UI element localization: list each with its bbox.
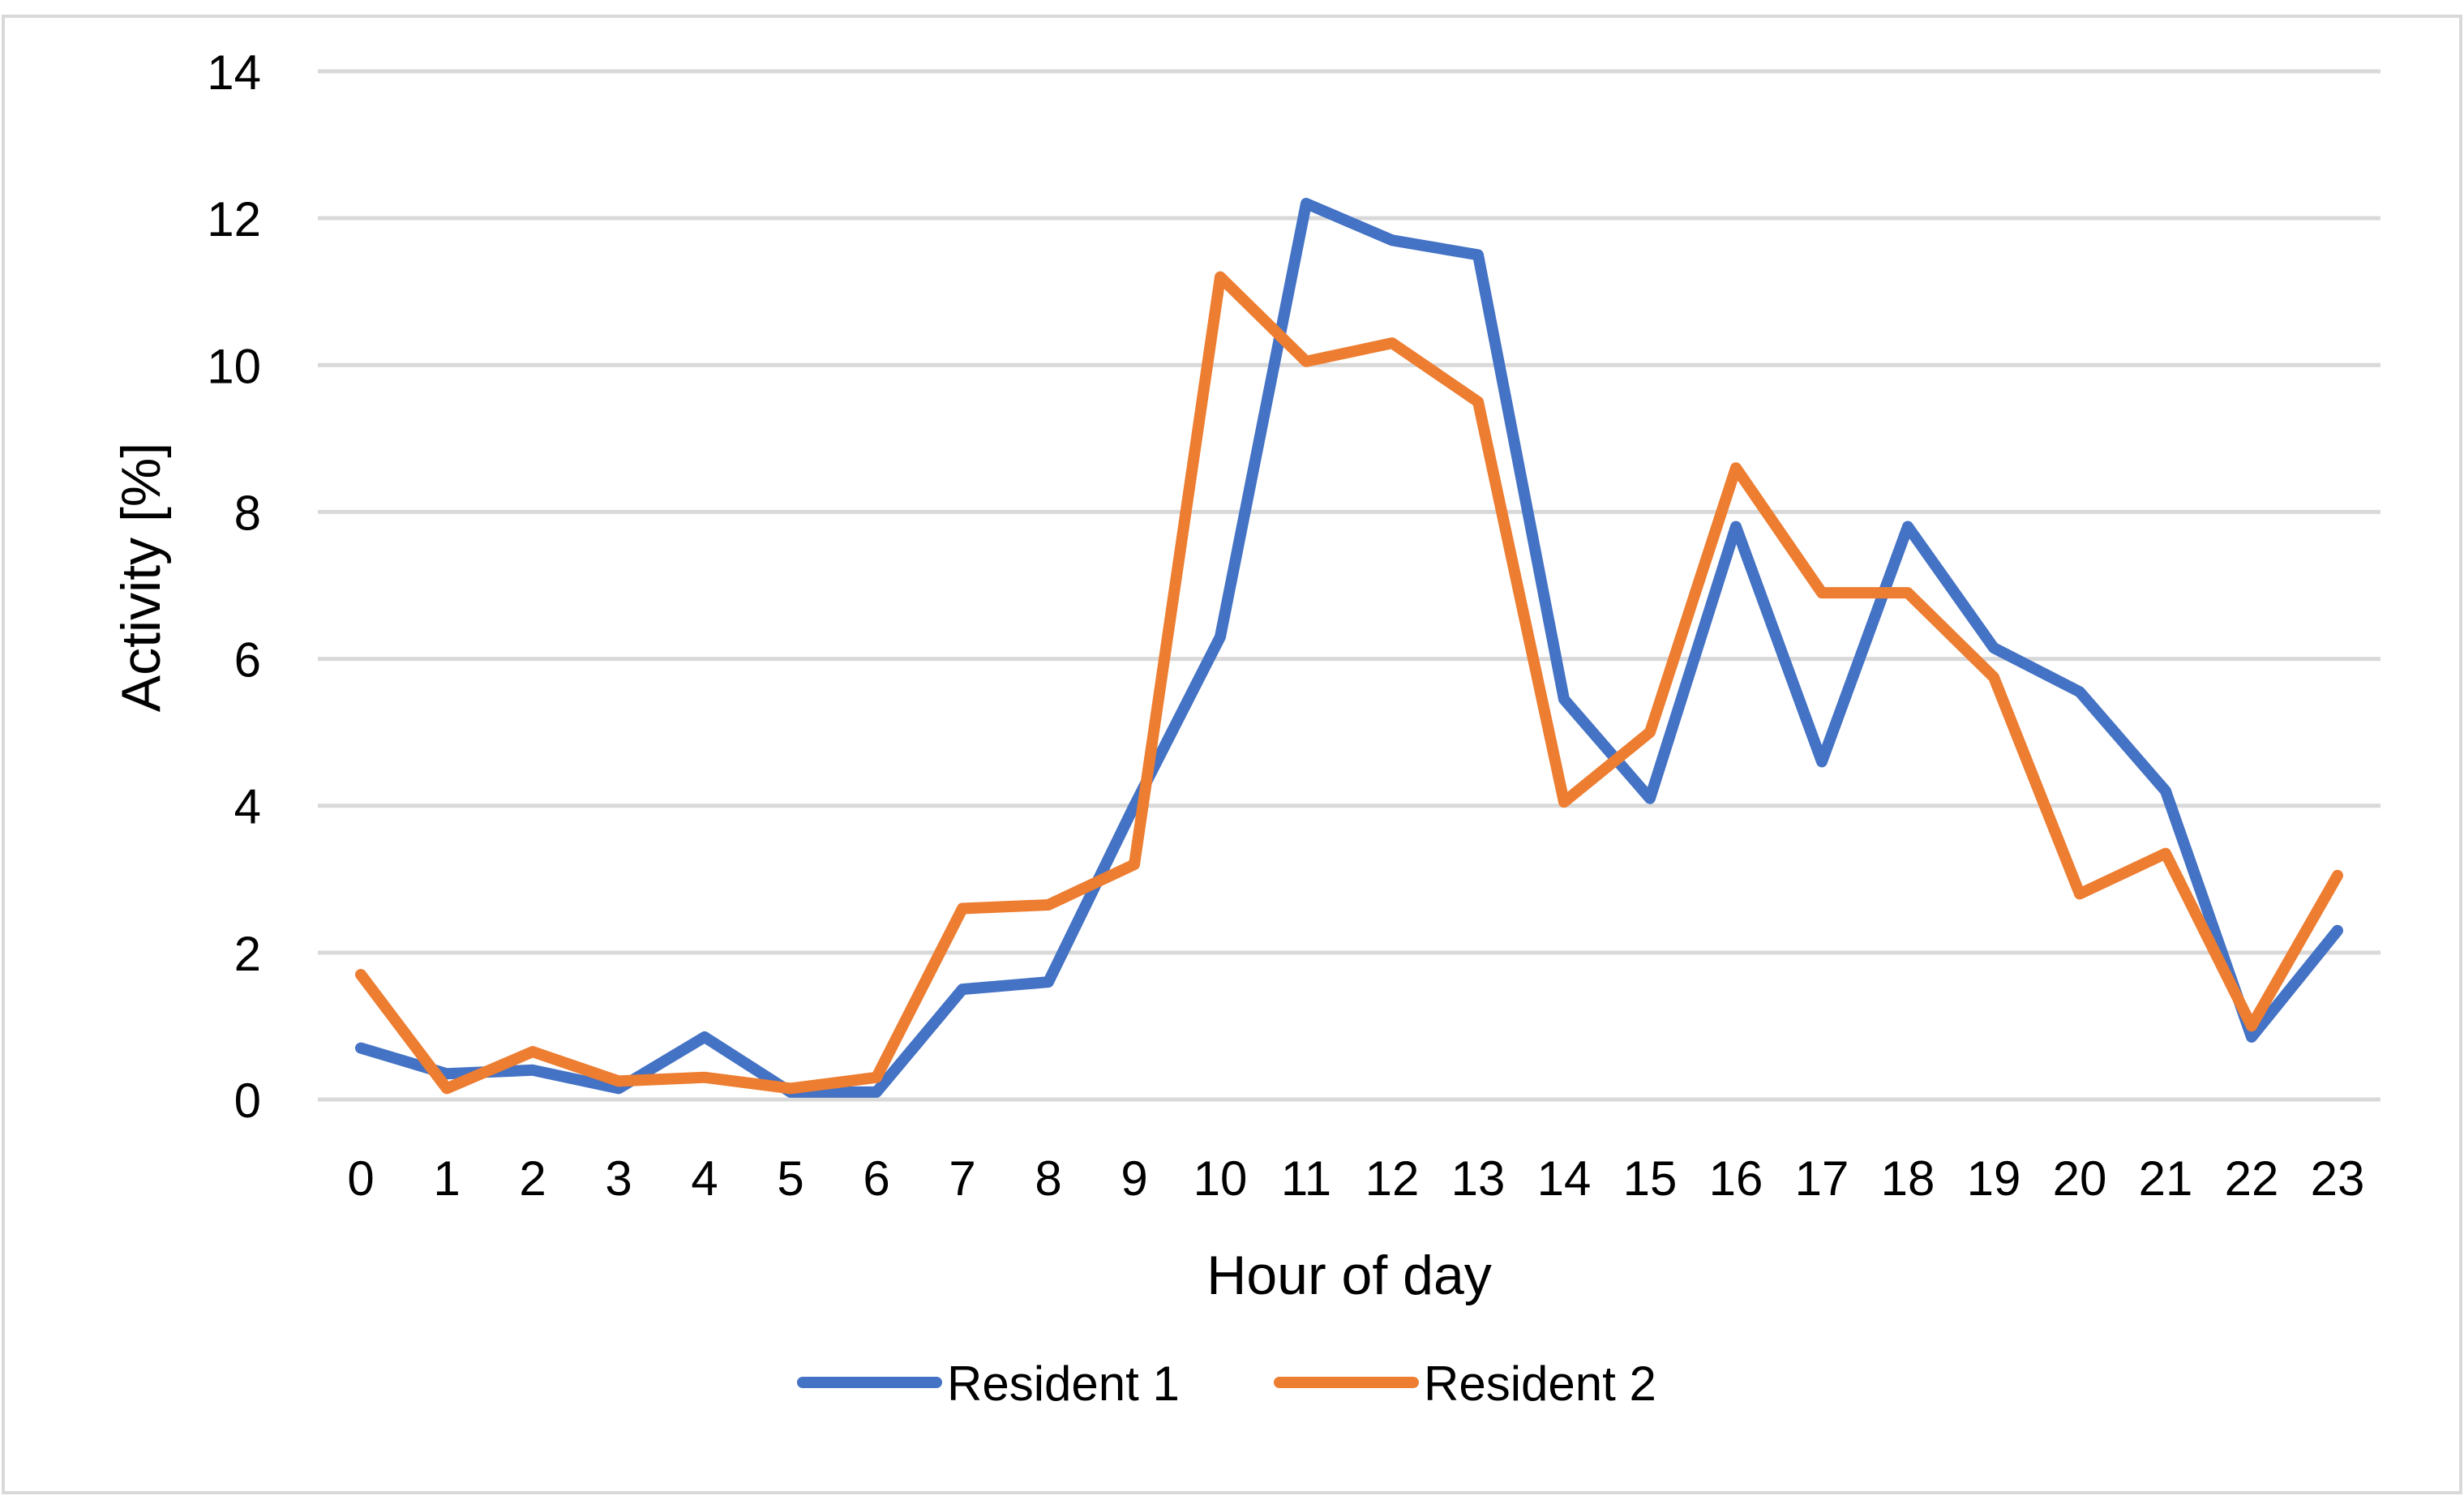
x-tick-label: 2 bbox=[519, 1151, 546, 1206]
x-tick-label: 5 bbox=[777, 1151, 803, 1206]
legend-label-2: Resident 2 bbox=[1424, 1356, 1656, 1411]
x-tick-label: 19 bbox=[1967, 1151, 2021, 1206]
x-tick-label: 15 bbox=[1623, 1151, 1678, 1206]
y-tick-label: 10 bbox=[207, 339, 261, 393]
x-tick-label: 23 bbox=[2311, 1151, 2365, 1206]
x-tick-label: 10 bbox=[1193, 1151, 1248, 1206]
x-tick-label: 12 bbox=[1365, 1151, 1420, 1206]
y-tick-label: 4 bbox=[234, 780, 261, 834]
x-tick-label: 13 bbox=[1451, 1151, 1506, 1206]
series-line-1 bbox=[355, 198, 2343, 1098]
y-tick-label: 12 bbox=[207, 192, 261, 246]
series-line-2 bbox=[355, 271, 2343, 1095]
y-axis-label: Activity [%] bbox=[110, 443, 172, 713]
x-tick-label: 8 bbox=[1035, 1151, 1061, 1206]
y-tick-label: 6 bbox=[234, 633, 261, 688]
x-tick-labels: 0 1 2 3 4 5 6 7 8 9 10 11 12 13 14 15 16 17 18 19 20 21 22 23 bbox=[347, 1151, 2364, 1206]
y-tick-labels: 0 2 4 6 8 10 12 14 bbox=[207, 45, 261, 1128]
x-tick-label: 20 bbox=[2053, 1151, 2107, 1206]
y-tick-label: 0 bbox=[234, 1074, 261, 1128]
x-tick-label: 17 bbox=[1795, 1151, 1849, 1206]
legend: Resident 1 Resident 2 bbox=[797, 1356, 1656, 1411]
x-tick-label: 18 bbox=[1881, 1151, 1935, 1206]
y-tick-label: 8 bbox=[234, 486, 261, 540]
x-tick-label: 0 bbox=[347, 1151, 374, 1206]
x-tick-label: 3 bbox=[605, 1151, 632, 1206]
y-tick-label: 14 bbox=[207, 45, 261, 100]
x-tick-label: 22 bbox=[2225, 1151, 2279, 1206]
x-tick-label: 9 bbox=[1121, 1151, 1147, 1206]
series-lines bbox=[355, 198, 2343, 1098]
x-tick-label: 21 bbox=[2139, 1151, 2193, 1206]
chart-border bbox=[2, 15, 2462, 1494]
x-tick-label: 4 bbox=[691, 1151, 718, 1206]
x-tick-label: 6 bbox=[863, 1151, 889, 1206]
gridlines bbox=[318, 69, 2380, 1102]
legend-label-1: Resident 1 bbox=[947, 1356, 1180, 1411]
x-tick-label: 16 bbox=[1709, 1151, 1763, 1206]
x-axis-label: Hour of day bbox=[1206, 1245, 1492, 1306]
x-tick-label: 11 bbox=[1281, 1151, 1331, 1206]
x-tick-label: 1 bbox=[433, 1151, 460, 1206]
x-tick-label: 7 bbox=[949, 1151, 975, 1206]
x-tick-label: 14 bbox=[1537, 1151, 1592, 1206]
y-tick-label: 2 bbox=[234, 927, 261, 981]
